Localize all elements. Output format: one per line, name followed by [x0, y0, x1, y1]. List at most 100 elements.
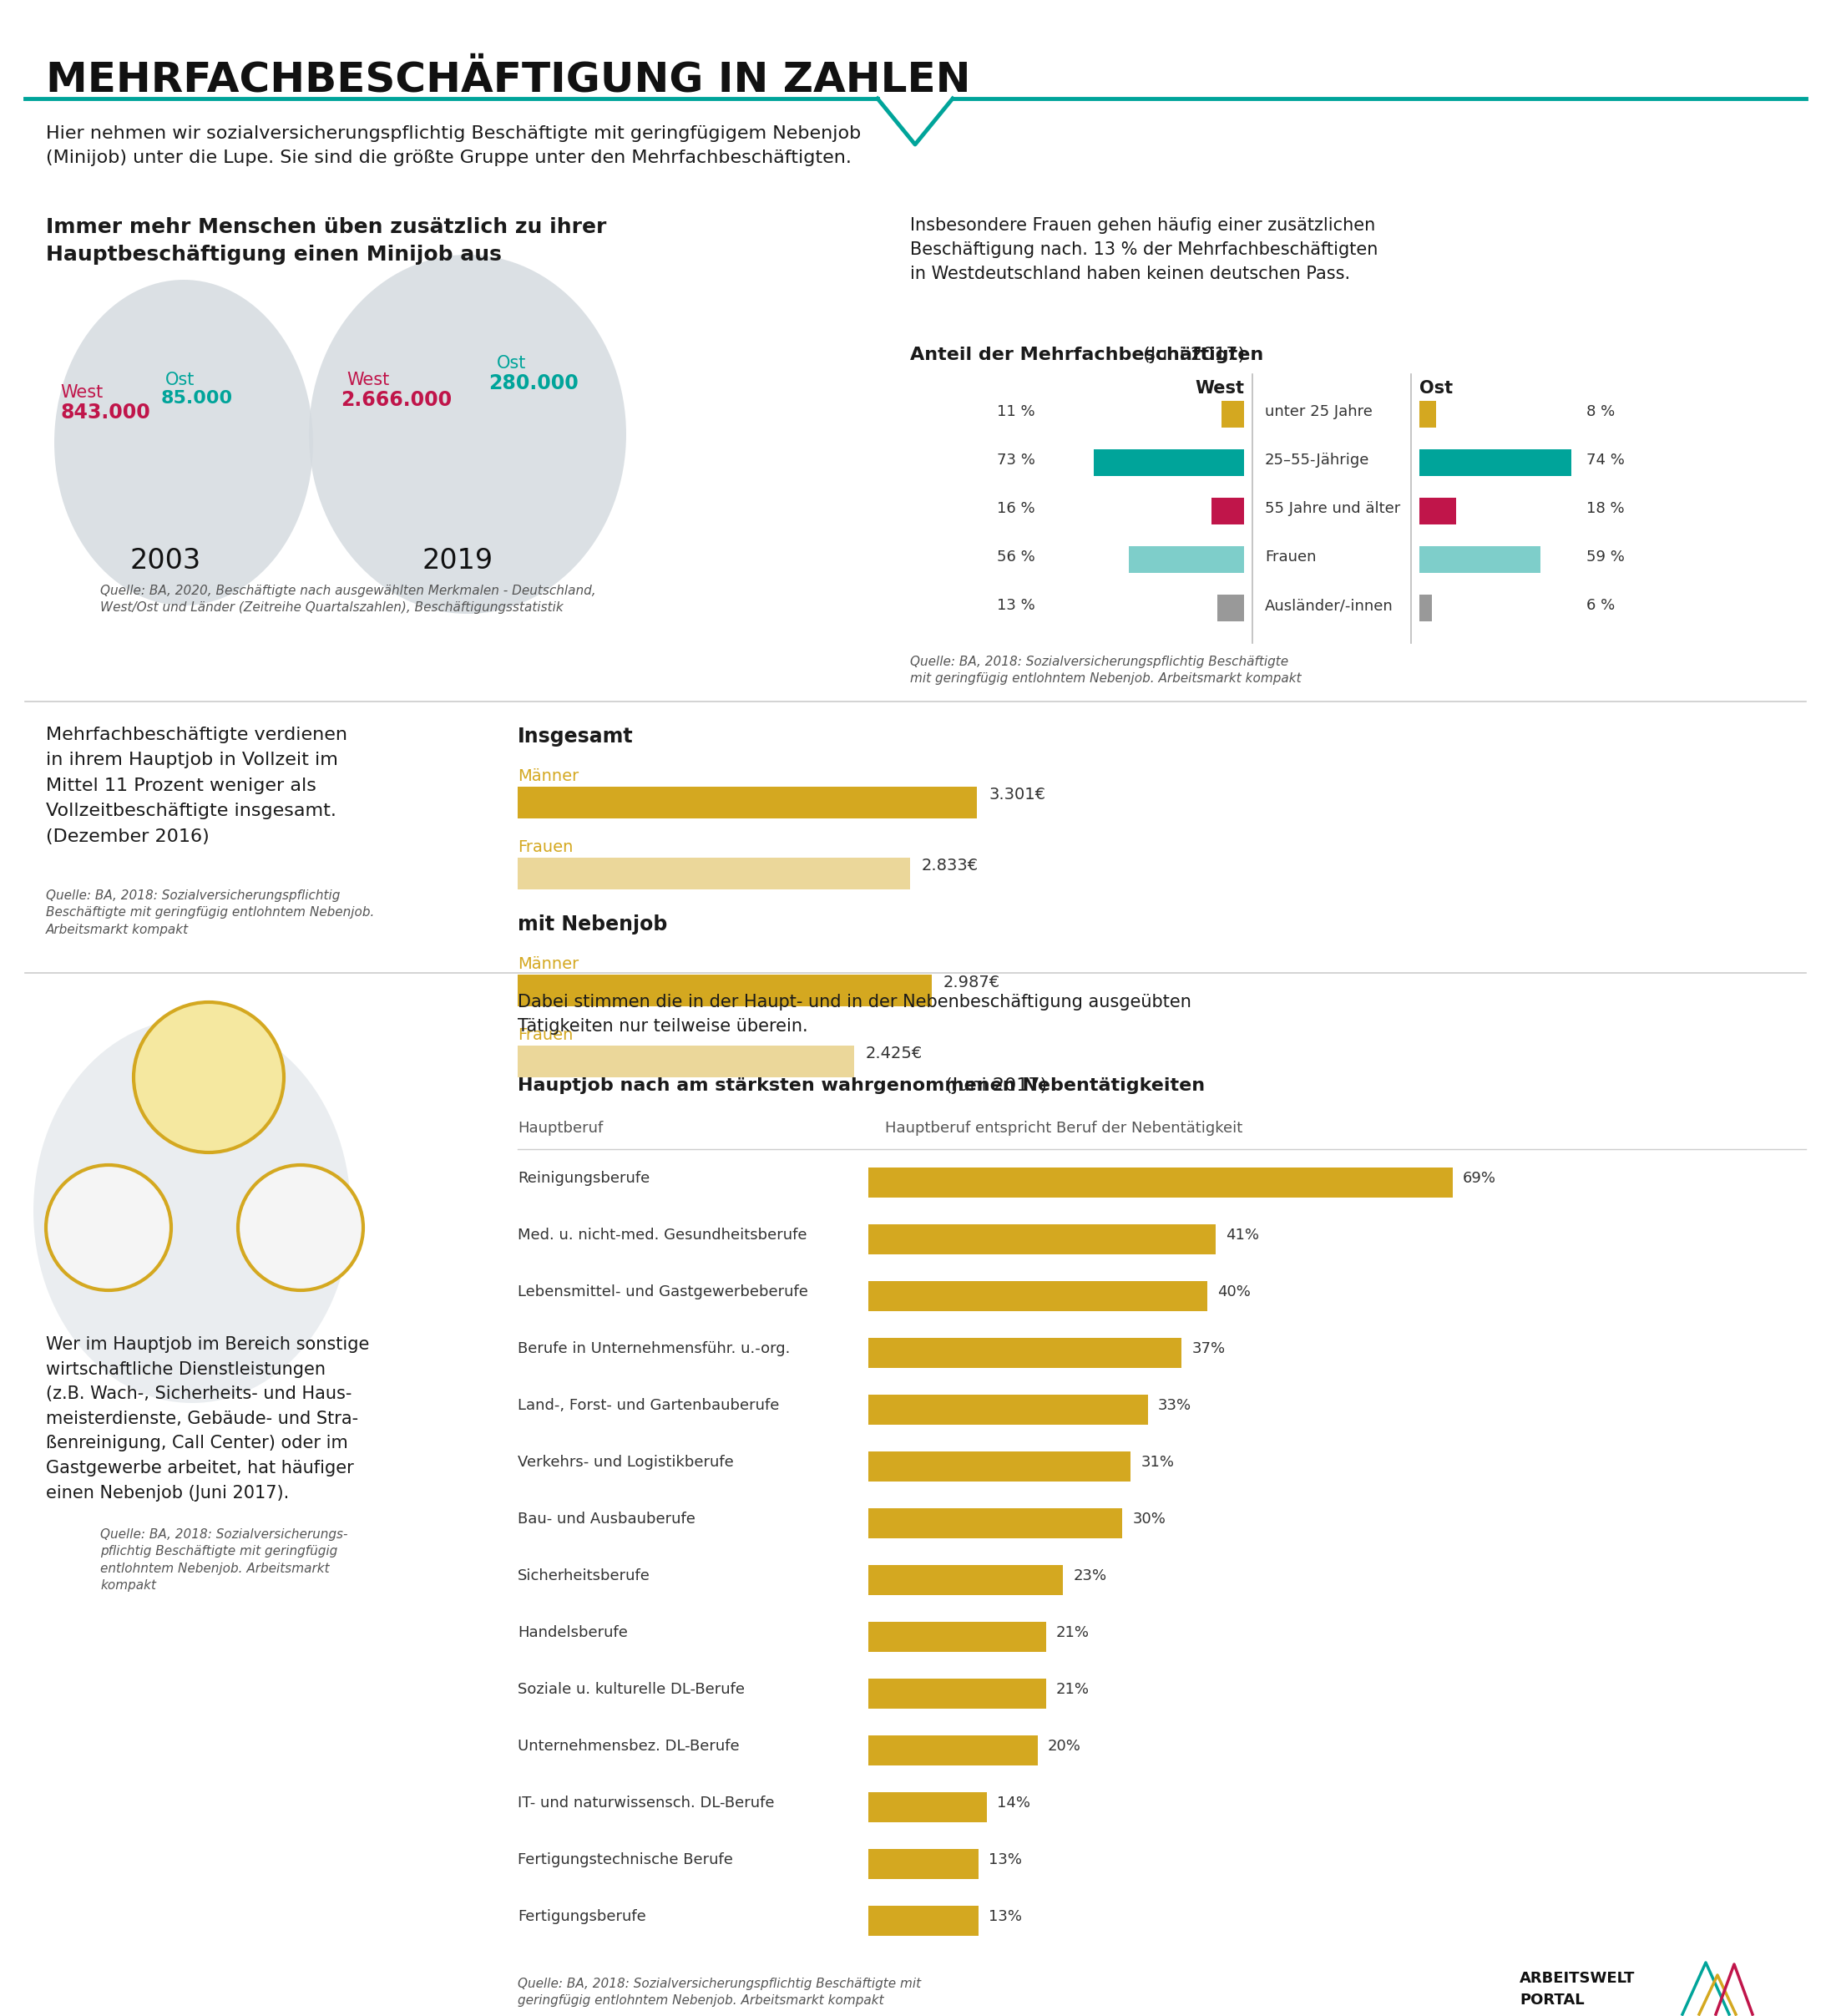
Text: 2003: 2003 — [130, 546, 200, 575]
Text: Berufe in Unternehmensführ. u.-org.: Berufe in Unternehmensführ. u.-org. — [518, 1341, 791, 1357]
Text: 14%: 14% — [996, 1796, 1031, 1810]
Text: (Juni 2017): (Juni 2017) — [939, 1077, 1047, 1095]
Bar — [868, 1395, 1148, 1425]
Bar — [868, 1224, 1216, 1254]
Text: Hauptberuf: Hauptberuf — [518, 1121, 602, 1135]
Text: 56 %: 56 % — [998, 550, 1035, 564]
Text: Männer: Männer — [518, 956, 579, 972]
Text: 74 %: 74 % — [1586, 454, 1624, 468]
Text: MEHRFACHBESCHÄFTIGUNG IN ZAHLEN: MEHRFACHBESCHÄFTIGUNG IN ZAHLEN — [46, 60, 970, 101]
Text: 59 %: 59 % — [1586, 550, 1624, 564]
Text: 37%: 37% — [1192, 1341, 1225, 1357]
Circle shape — [134, 1002, 284, 1153]
Text: (Juni 2017): (Juni 2017) — [1137, 347, 1245, 363]
Text: Hier nehmen wir sozialversicherungspflichtig Beschäftigte mit geringfügigem Nebe: Hier nehmen wir sozialversicherungspflic… — [46, 125, 861, 165]
Text: 31%: 31% — [1141, 1456, 1174, 1470]
Text: Quelle: BA, 2018: Sozialversicherungspflichtig
Beschäftigte mit geringfügig entl: Quelle: BA, 2018: Sozialversicherungspfl… — [46, 889, 374, 935]
Text: 85.000: 85.000 — [161, 389, 233, 407]
Text: Reinigungsberufe: Reinigungsberufe — [518, 1171, 650, 1185]
Text: Ost: Ost — [496, 355, 525, 371]
Text: 8 %: 8 % — [1586, 403, 1615, 419]
Text: 13%: 13% — [989, 1909, 1022, 1923]
Text: Wer im Hauptjob im Bereich sonstige
wirtschaftliche Dienstleistungen
(z.B. Wach-: Wer im Hauptjob im Bereich sonstige wirt… — [46, 1337, 370, 1502]
Text: 2.987€: 2.987€ — [943, 974, 1000, 990]
Text: 30%: 30% — [1132, 1512, 1166, 1526]
Text: Med. u. nicht-med. Gesundheitsberufe: Med. u. nicht-med. Gesundheitsberufe — [518, 1228, 807, 1242]
Bar — [868, 1621, 1046, 1651]
Bar — [1419, 595, 1432, 621]
Text: IT- und naturwissensch. DL-Berufe: IT- und naturwissensch. DL-Berufe — [518, 1796, 775, 1810]
Bar — [1419, 450, 1571, 476]
Text: 73 %: 73 % — [998, 454, 1035, 468]
Bar — [518, 974, 932, 1006]
Text: Frauen: Frauen — [518, 1028, 573, 1042]
Bar — [1419, 498, 1456, 524]
Text: 2.425€: 2.425€ — [866, 1046, 923, 1062]
Bar — [1419, 401, 1436, 427]
Text: Ausländer/-innen: Ausländer/-innen — [1265, 599, 1393, 613]
Text: Verkehrs- und Logistikberufe: Verkehrs- und Logistikberufe — [518, 1456, 734, 1470]
Text: Frauen: Frauen — [1265, 550, 1316, 564]
Text: 40%: 40% — [1218, 1284, 1251, 1300]
Text: Frauen: Frauen — [518, 839, 573, 855]
Text: ARBEITSWELT: ARBEITSWELT — [1520, 1972, 1635, 1986]
Text: 23%: 23% — [1073, 1568, 1106, 1583]
Text: Ost: Ost — [1419, 379, 1452, 397]
Text: Soziale u. kulturelle DL-Berufe: Soziale u. kulturelle DL-Berufe — [518, 1681, 745, 1697]
Bar — [1210, 498, 1243, 524]
Text: Ost: Ost — [165, 371, 194, 389]
Text: 2019: 2019 — [421, 546, 493, 575]
Bar — [868, 1792, 987, 1822]
Text: 18 %: 18 % — [1586, 502, 1624, 516]
Text: Fertigungsberufe: Fertigungsberufe — [518, 1909, 646, 1923]
Text: West: West — [1196, 379, 1243, 397]
Text: Land-, Forst- und Gartenbauberufe: Land-, Forst- und Gartenbauberufe — [518, 1397, 780, 1413]
Text: Lebensmittel- und Gastgewerbeberufe: Lebensmittel- und Gastgewerbeberufe — [518, 1284, 807, 1300]
Bar — [868, 1679, 1046, 1710]
Text: Quelle: BA, 2018: Sozialversicherungs-
pflichtig Beschäftigte mit geringfügig
en: Quelle: BA, 2018: Sozialversicherungs- p… — [101, 1528, 348, 1593]
Text: 21%: 21% — [1056, 1681, 1089, 1697]
Bar — [518, 786, 978, 818]
Bar — [868, 1849, 978, 1879]
Text: 55 Jahre und älter: 55 Jahre und älter — [1265, 502, 1401, 516]
Text: 69%: 69% — [1463, 1171, 1496, 1185]
Bar — [1218, 595, 1243, 621]
Bar — [518, 857, 910, 889]
Text: mit Nebenjob: mit Nebenjob — [518, 915, 668, 935]
Text: Hauptberuf entspricht Beruf der Nebentätigkeit: Hauptberuf entspricht Beruf der Nebentät… — [884, 1121, 1243, 1135]
Bar — [868, 1452, 1132, 1482]
Text: Mehrfachbeschäftigte verdienen
in ihrem Hauptjob in Vollzeit im
Mittel 11 Prozen: Mehrfachbeschäftigte verdienen in ihrem … — [46, 726, 348, 845]
Text: Unternehmensbez. DL-Berufe: Unternehmensbez. DL-Berufe — [518, 1738, 740, 1754]
Circle shape — [46, 1165, 170, 1290]
Text: 280.000: 280.000 — [489, 373, 579, 393]
Text: West: West — [346, 371, 390, 389]
Ellipse shape — [33, 1018, 352, 1403]
Bar — [1093, 450, 1243, 476]
Bar — [1419, 546, 1542, 573]
Text: Hauptjob nach am stärksten wahrgenommenen Nebentätigkeiten: Hauptjob nach am stärksten wahrgenommene… — [518, 1077, 1205, 1095]
Text: Immer mehr Menschen üben zusätzlich zu ihrer
Hauptbeschäftigung einen Minijob au: Immer mehr Menschen üben zusätzlich zu i… — [46, 218, 606, 264]
Text: 21%: 21% — [1056, 1625, 1089, 1641]
Bar — [518, 1046, 853, 1077]
Bar — [868, 1564, 1064, 1595]
Text: 3.301€: 3.301€ — [989, 786, 1046, 802]
Text: 2.833€: 2.833€ — [921, 857, 978, 873]
Bar — [868, 1167, 1452, 1198]
Text: Dabei stimmen die in der Haupt- und in der Nebenbeschäftigung ausgeübten
Tätigke: Dabei stimmen die in der Haupt- und in d… — [518, 994, 1192, 1034]
Ellipse shape — [309, 254, 626, 613]
Text: Quelle: BA, 2020, Beschäftigte nach ausgewählten Merkmalen - Deutschland,
West/O: Quelle: BA, 2020, Beschäftigte nach ausg… — [101, 585, 595, 615]
Bar — [868, 1905, 978, 1935]
Text: Handelsberufe: Handelsberufe — [518, 1625, 628, 1641]
Text: unter 25 Jahre: unter 25 Jahre — [1265, 403, 1373, 419]
Bar — [868, 1508, 1122, 1538]
Bar — [868, 1736, 1038, 1766]
Text: 33%: 33% — [1157, 1397, 1192, 1413]
Text: 20%: 20% — [1047, 1738, 1080, 1754]
Text: 16 %: 16 % — [998, 502, 1035, 516]
Text: 41%: 41% — [1225, 1228, 1260, 1242]
Text: 843.000: 843.000 — [60, 403, 150, 423]
Circle shape — [238, 1165, 363, 1290]
Bar — [868, 1339, 1181, 1369]
Text: Quelle: BA, 2018: Sozialversicherungspflichtig Beschäftigte
mit geringfügig entl: Quelle: BA, 2018: Sozialversicherungspfl… — [910, 655, 1302, 685]
Bar — [1221, 401, 1243, 427]
